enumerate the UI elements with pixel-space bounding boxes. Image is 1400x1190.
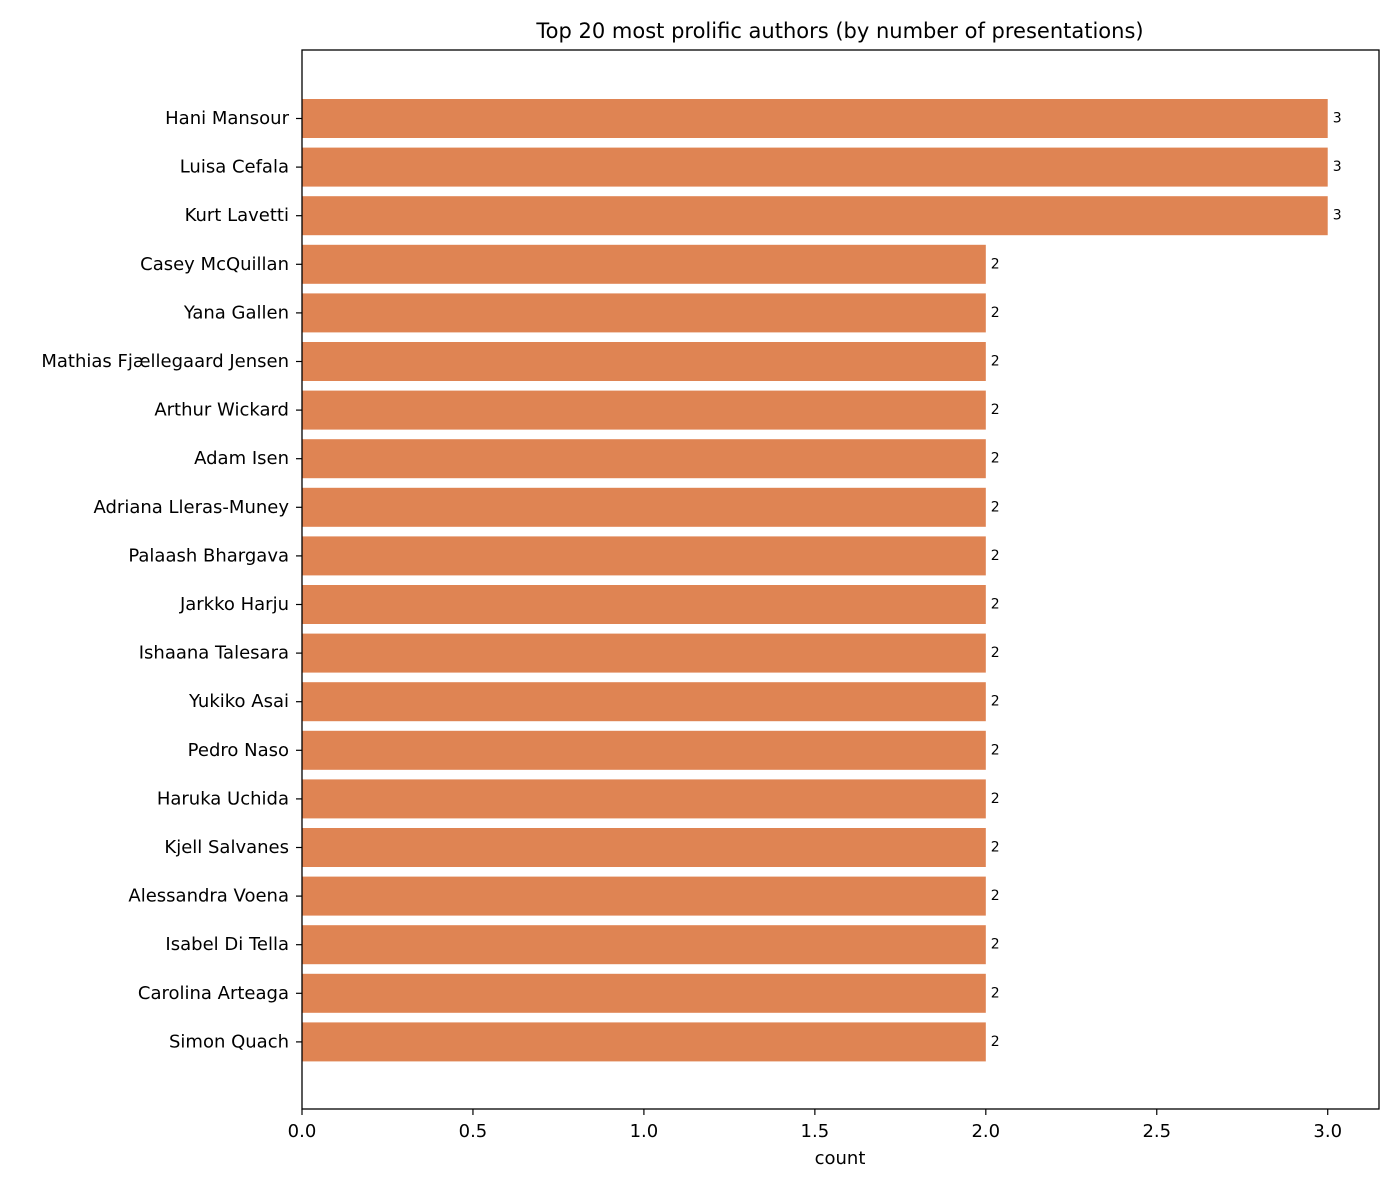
bar-10 [302,585,986,624]
data-label-11: 2 [991,645,1000,661]
x-tick-label-5: 2.5 [1142,1121,1171,1142]
data-label-7: 2 [991,451,1000,467]
category-label-2: Kurt Lavetti [185,205,289,226]
category-label-8: Adriana Lleras-Muney [94,497,290,518]
category-label-15: Kjell Salvanes [164,837,289,858]
chart-title: Top 20 most prolific authors (by number … [535,19,1143,43]
category-label-17: Isabel Di Tella [165,934,289,955]
data-label-1: 3 [1333,159,1342,175]
category-label-14: Haruka Uchida [157,788,289,809]
data-label-16: 2 [991,888,1000,904]
bar-6 [302,390,986,430]
x-tick-label-3: 1.5 [801,1121,830,1142]
bar-16 [302,876,986,916]
bar-17 [302,925,986,965]
x-tick-label-0: 0.0 [288,1121,317,1142]
data-label-3: 2 [991,256,1000,272]
data-label-4: 2 [991,305,1000,321]
category-label-7: Adam Isen [194,448,289,469]
category-label-12: Yukiko Asai [188,691,289,712]
category-label-1: Luisa Cefala [180,157,289,178]
data-label-8: 2 [991,499,1000,515]
data-label-5: 2 [991,354,1000,370]
bar-2 [302,196,1328,236]
bar-18 [302,973,986,1013]
data-label-18: 2 [991,985,1000,1001]
data-label-9: 2 [991,548,1000,564]
category-label-13: Pedro Naso [188,740,289,761]
data-label-13: 2 [991,742,1000,758]
bar-5 [302,342,986,381]
bar-1 [302,147,1328,187]
bar-11 [302,633,986,673]
data-labels: 3 3 3 2 2 2 2 2 2 2 2 2 2 2 2 2 2 2 2 2 [991,111,1342,1050]
x-axis: 0.0 0.5 1.0 1.5 2.0 2.5 3.0 [288,1109,1342,1142]
bar-8 [302,487,986,527]
data-label-19: 2 [991,1034,1000,1050]
bar-19 [302,1022,986,1062]
x-tick-label-1: 0.5 [459,1121,488,1142]
category-label-10: Jarkko Harju [179,594,289,615]
bar-3 [302,244,986,284]
x-axis-label: count [815,1148,866,1169]
category-label-11: Ishaana Talesara [139,643,289,664]
category-label-19: Simon Quach [169,1031,289,1052]
category-label-16: Alessandra Voena [128,886,289,907]
bar-4 [302,293,986,333]
bar-15 [302,828,986,867]
category-label-9: Palaash Bhargava [128,545,289,566]
bar-7 [302,439,986,479]
bar-12 [302,682,986,722]
data-label-10: 2 [991,597,1000,613]
category-label-18: Carolina Arteaga [138,983,289,1004]
data-label-12: 2 [991,694,1000,710]
data-label-0: 3 [1333,111,1342,127]
bars-group [302,99,1328,1062]
data-label-15: 2 [991,840,1000,856]
x-tick-label-4: 2.0 [971,1121,1000,1142]
bar-13 [302,730,986,770]
x-tick-label-2: 1.0 [630,1121,659,1142]
category-label-5: Mathias Fjællegaard Jensen [41,351,289,372]
bar-9 [302,536,986,576]
data-label-2: 3 [1333,208,1342,224]
category-label-6: Arthur Wickard [154,400,289,421]
data-label-17: 2 [991,937,1000,953]
bar-14 [302,779,986,819]
category-label-0: Hani Mansour [165,108,289,129]
plot-frame [301,49,1380,1110]
bar-0 [302,99,1328,138]
x-tick-label-6: 3.0 [1313,1121,1342,1142]
data-label-14: 2 [991,791,1000,807]
category-label-4: Yana Gallen [183,302,289,323]
category-label-3: Casey McQuillan [140,254,289,275]
data-label-6: 2 [991,402,1000,418]
category-labels: Hani Mansour Luisa Cefala Kurt Lavetti Case… [41,108,302,1052]
